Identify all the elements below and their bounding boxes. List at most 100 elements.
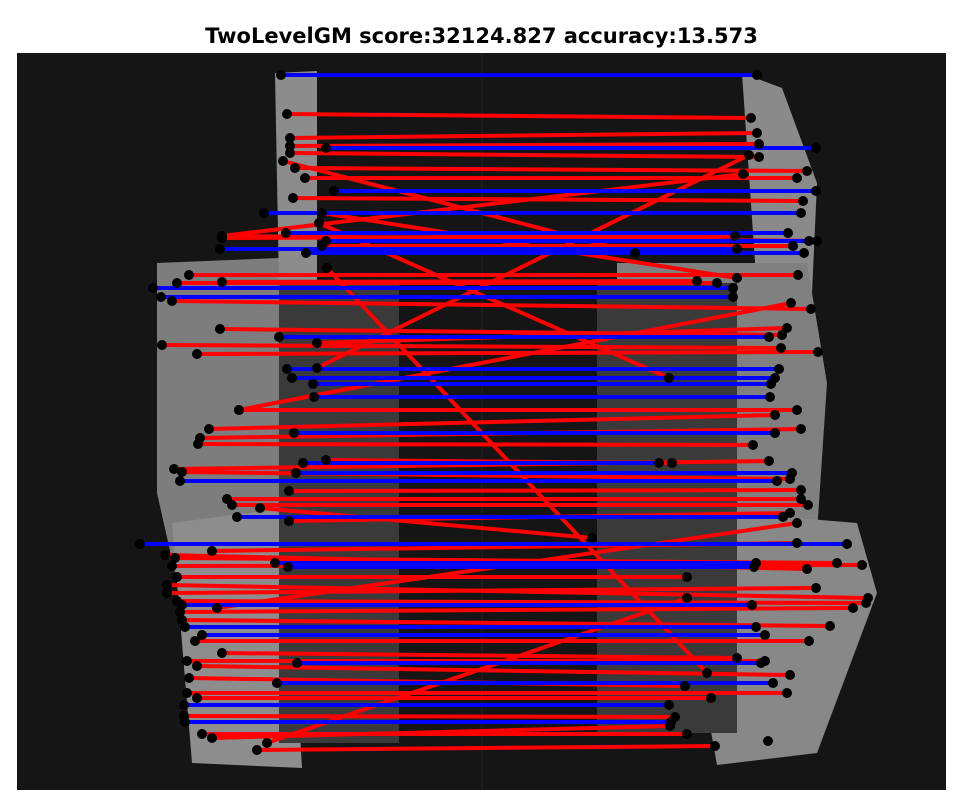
keypoint-marker [135, 539, 145, 549]
keypoint-marker [217, 231, 227, 241]
keypoint-marker [664, 700, 674, 710]
keypoint-marker [197, 630, 207, 640]
keypoint-marker [728, 292, 738, 302]
keypoint-marker [182, 656, 192, 666]
keypoint-marker [309, 392, 319, 402]
keypoint-marker [179, 711, 189, 721]
keypoint-marker [281, 228, 291, 238]
match-line [289, 142, 760, 148]
stray-keypoint [763, 736, 773, 746]
keypoint-marker [192, 661, 202, 671]
keypoint-marker [730, 231, 740, 241]
keypoint-marker [770, 428, 780, 438]
keypoint-marker [290, 163, 300, 173]
keypoint-marker [811, 583, 821, 593]
match-line [289, 131, 758, 140]
keypoint-marker [162, 588, 172, 598]
keypoint-marker [312, 363, 322, 373]
keypoint-marker [664, 373, 674, 383]
keypoint-marker [665, 721, 675, 731]
keypoint-marker [270, 558, 280, 568]
match-line [196, 350, 819, 356]
keypoint-marker [285, 148, 295, 158]
keypoint-marker [770, 410, 780, 420]
keypoint-marker [682, 572, 692, 582]
match-line [197, 442, 754, 447]
match-line [171, 299, 812, 311]
keypoint-marker [283, 562, 293, 572]
keypoint-marker [287, 373, 297, 383]
keypoint-marker [212, 603, 222, 613]
keypoint-marker [796, 424, 806, 434]
plot-area [135, 53, 877, 790]
keypoint-marker [276, 70, 286, 80]
keypoint-marker [710, 741, 720, 751]
keypoint-marker [812, 236, 822, 246]
keypoint-marker [177, 615, 187, 625]
keypoint-marker [179, 700, 189, 710]
keypoint-marker [184, 270, 194, 280]
keypoint-marker [234, 405, 244, 415]
chart-title: TwoLevelGM score:32124.827 accuracy:13.5… [205, 24, 758, 48]
keypoint-marker [192, 349, 202, 359]
keypoints [135, 70, 873, 755]
keypoint-marker [667, 458, 677, 468]
match-line [208, 413, 776, 431]
keypoint-marker [702, 668, 712, 678]
keypoint-marker [298, 458, 308, 468]
keypoint-marker [630, 248, 640, 258]
keypoint-marker [793, 270, 803, 280]
keypoint-marker [712, 278, 722, 288]
keypoint-marker [284, 516, 294, 526]
keypoint-marker [748, 440, 758, 450]
keypoint-marker [796, 208, 806, 218]
keypoint-marker [654, 458, 664, 468]
match-line [221, 279, 698, 284]
keypoint-marker [272, 678, 282, 688]
match-line [292, 196, 804, 203]
keypoint-marker [190, 636, 200, 646]
keypoint-marker [167, 561, 177, 571]
keypoint-marker [752, 70, 762, 80]
match-line [256, 744, 716, 752]
match-line [221, 651, 738, 660]
keypoint-marker [796, 485, 806, 495]
keypoint-marker [706, 693, 716, 703]
keypoint-marker [746, 113, 756, 123]
keypoint-marker [744, 150, 754, 160]
keypoint-marker [162, 580, 172, 590]
keypoint-marker [232, 512, 242, 522]
keypoint-marker [184, 673, 194, 683]
keypoint-marker [760, 630, 770, 640]
keypoint-marker [796, 494, 806, 504]
keypoint-marker [785, 474, 795, 484]
keypoint-marker [284, 486, 294, 496]
keypoint-marker [197, 729, 207, 739]
keypoint-marker [215, 244, 225, 254]
keypoint-marker [747, 600, 757, 610]
keypoint-marker [765, 392, 775, 402]
match-line [286, 112, 752, 120]
match-line [238, 301, 792, 412]
match-line [179, 606, 854, 614]
keypoint-marker [751, 622, 761, 632]
keypoint-marker [776, 343, 786, 353]
keypoint-marker [782, 323, 792, 333]
keypoint-marker [285, 133, 295, 143]
keypoint-marker [282, 364, 292, 374]
keypoint-marker [182, 688, 192, 698]
keypoint-marker [288, 193, 298, 203]
keypoint-marker [274, 332, 284, 342]
keypoint-marker [193, 439, 203, 449]
keypoint-marker [317, 241, 327, 251]
keypoint-marker [792, 518, 802, 528]
match-line [288, 488, 802, 493]
keypoint-marker [861, 598, 871, 608]
keypoint-marker [804, 236, 814, 246]
keypoint-marker [692, 276, 702, 286]
keypoint-marker [799, 248, 809, 258]
building-left-wing [157, 258, 279, 573]
keypoint-marker [782, 688, 792, 698]
keypoint-marker [157, 340, 167, 350]
match-line [181, 470, 791, 481]
